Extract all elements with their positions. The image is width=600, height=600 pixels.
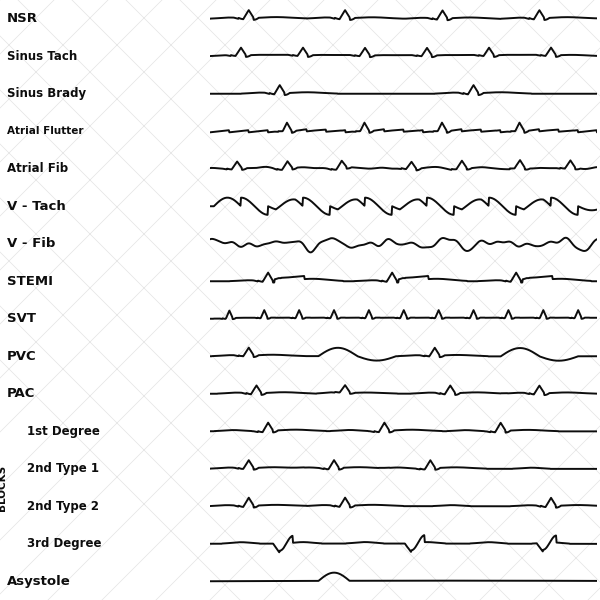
Text: STEMI: STEMI [7,275,53,288]
Text: NSR: NSR [7,12,38,25]
Text: Sinus Tach: Sinus Tach [7,50,77,63]
Text: V - Tach: V - Tach [7,200,66,213]
Text: V - Fib: V - Fib [7,237,55,250]
Text: Atrial Fib: Atrial Fib [7,162,68,175]
Text: Asystole: Asystole [7,575,71,588]
Text: 2nd Type 1: 2nd Type 1 [28,462,100,475]
Text: 2nd Type 2: 2nd Type 2 [28,500,100,513]
Text: BLOCKS: BLOCKS [0,464,7,511]
Text: Sinus Brady: Sinus Brady [7,87,86,100]
Text: PVC: PVC [7,350,37,363]
Text: 3rd Degree: 3rd Degree [28,537,102,550]
Text: SVT: SVT [7,312,36,325]
Text: PAC: PAC [7,387,35,400]
Text: 1st Degree: 1st Degree [28,425,100,438]
Text: Atrial Flutter: Atrial Flutter [7,126,83,136]
